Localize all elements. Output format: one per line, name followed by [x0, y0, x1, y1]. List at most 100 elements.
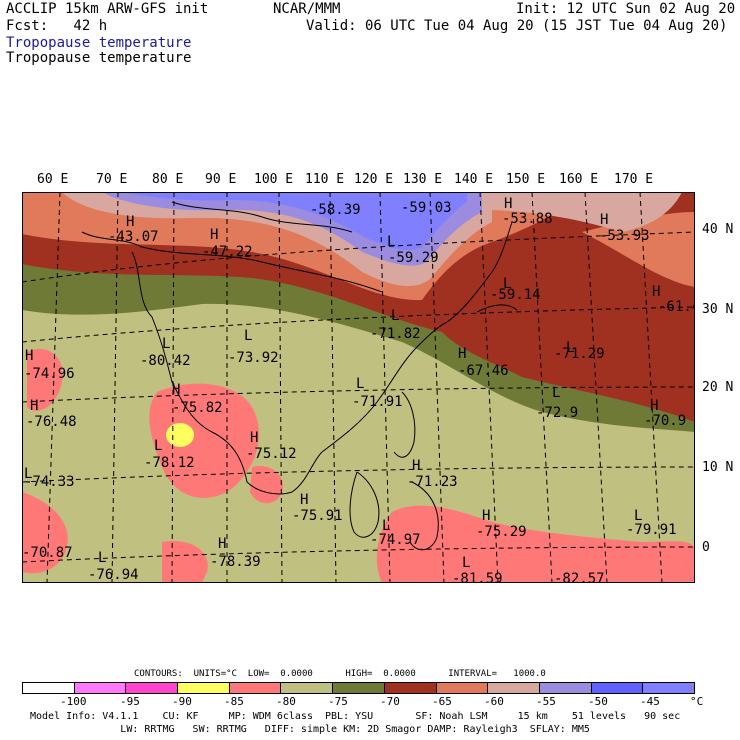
low-marker: L: [162, 336, 170, 352]
value-label: -43.07: [108, 229, 159, 245]
colorbar-tick: -50: [588, 695, 608, 708]
model-info-line2: LW: RRTMG SW: RRTMG DIFF: simple KM: 2D …: [30, 724, 590, 735]
colorbar-swatch: [229, 683, 282, 693]
colorbar-swatch: [333, 683, 385, 693]
low-marker: L: [387, 234, 395, 250]
value-label: -75.82: [172, 400, 223, 416]
lat-label: 20 N: [702, 380, 734, 395]
colorbar-swatch: [436, 683, 489, 693]
valid-time: Valid: 06 UTC Tue 04 Aug 20 (15 JST Tue …: [306, 18, 728, 34]
low-marker: L: [356, 376, 364, 392]
field-band-45-50: [122, 192, 467, 250]
high-marker: H: [650, 398, 658, 414]
colorbar-swatch: [126, 683, 179, 693]
high-marker: H: [504, 196, 512, 212]
lon-label: 100 E: [254, 172, 294, 187]
value-label: -71.91: [352, 394, 403, 410]
low-marker: L: [391, 308, 399, 324]
lon-label: 70 E: [96, 172, 128, 187]
low-marker: L: [24, 466, 32, 482]
lon-label: 170 E: [614, 172, 654, 187]
value-label: -76.94: [88, 567, 139, 583]
lat-label: 10 N: [702, 460, 734, 475]
value-label: -71.23: [407, 474, 458, 490]
low-marker: L: [634, 508, 642, 524]
colorbar-tick: -55: [536, 695, 556, 708]
value-labels: -58.39 -59.03 -53.88 -43.07 -47.22 -59.2…: [22, 200, 695, 583]
value-label: -70.9: [644, 413, 686, 429]
value-label: -73.92: [228, 350, 279, 366]
colorbar-tick: -75: [328, 695, 348, 708]
model-info-line1: Model Info: V4.1.1 CU: KF MP: WDM 6class…: [30, 711, 681, 722]
low-marker: L: [462, 555, 470, 571]
high-marker: H: [218, 536, 226, 552]
value-label: -47.22: [202, 244, 253, 260]
low-marker: L: [503, 276, 511, 292]
field-title-primary: Tropopause temperature: [6, 35, 192, 51]
colorbar: [22, 682, 695, 694]
value-label: -70.87: [22, 545, 73, 561]
colorbar-swatch: [643, 683, 694, 693]
lon-label: 80 E: [152, 172, 184, 187]
value-label: -72.9: [536, 405, 578, 421]
value-label: -53.93: [599, 228, 650, 244]
colorbar-tick: -90: [172, 695, 192, 708]
low-marker: L: [98, 550, 106, 566]
colorbar-swatch: [539, 683, 592, 693]
colorbar-tick: -65: [432, 695, 452, 708]
value-label: -61.4: [658, 299, 695, 315]
high-marker: H: [126, 214, 134, 230]
value-label: -53.88: [502, 211, 553, 227]
lon-label: 140 E: [454, 172, 494, 187]
high-marker: H: [412, 458, 420, 474]
value-label: -74.96: [24, 366, 75, 382]
lon-label: 120 E: [354, 172, 394, 187]
high-marker: H: [210, 227, 218, 243]
high-marker: H: [172, 382, 180, 398]
high-marker: H: [30, 398, 38, 414]
value-label: -79.91: [626, 522, 677, 538]
low-marker: L: [244, 328, 252, 344]
lon-label: 160 E: [559, 172, 599, 187]
lon-label: 60 E: [37, 172, 69, 187]
value-label: -76.48: [26, 414, 77, 430]
high-marker: H: [300, 492, 308, 508]
value-label: -71.29: [554, 346, 605, 362]
low-marker: L: [552, 385, 560, 401]
high-marker: H: [482, 508, 490, 524]
value-label: -78.39: [210, 554, 261, 570]
value-label: -59.03: [401, 200, 452, 216]
value-label: -59.14: [490, 287, 541, 303]
institution-label: NCAR/MMM: [273, 1, 341, 17]
colorbar-swatch: [178, 683, 230, 693]
value-label: -58.39: [310, 202, 361, 218]
high-marker: H: [652, 284, 660, 300]
colorbar-swatch: [281, 683, 334, 693]
lat-label: 30 N: [702, 302, 734, 317]
value-label: -71.82: [370, 326, 421, 342]
colorbar-units: °C: [690, 695, 704, 708]
field-band-gt-85: [166, 423, 194, 447]
value-label: -67.46: [458, 363, 509, 379]
colorbar-swatch: [591, 683, 644, 693]
low-marker: L: [154, 438, 162, 454]
value-label: -78.12: [144, 455, 195, 471]
colorbar-swatch: [23, 683, 75, 693]
low-marker: L: [382, 518, 390, 534]
colorbar-tick: -95: [120, 695, 140, 708]
tropopause-temperature-map: H H L H H H L L L L H H H L H L L H H L …: [22, 192, 695, 583]
value-label: -74.33: [24, 474, 75, 490]
colorbar-tick: -45: [640, 695, 660, 708]
contour-info: CONTOURS: UNITS=°C LOW= 0.0000 HIGH= 0.0…: [134, 669, 546, 679]
colorbar-swatch: [384, 683, 437, 693]
value-label: -82.57: [554, 571, 605, 583]
value-label: -75.91: [292, 508, 343, 524]
colorbar-tick: -60: [484, 695, 504, 708]
init-time: Init: 12 UTC Sun 02 Aug 20: [516, 1, 736, 17]
header-title: ACCLIP 15km ARW-GFS init: [6, 1, 209, 17]
colorbar-swatch: [74, 683, 127, 693]
field-title-secondary: Tropopause temperature: [6, 50, 192, 66]
value-label: -75.29: [476, 524, 527, 540]
high-marker: H: [250, 430, 258, 446]
field-band-65-70: [22, 192, 695, 422]
